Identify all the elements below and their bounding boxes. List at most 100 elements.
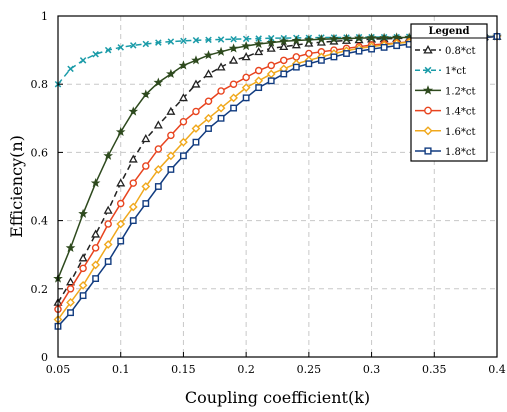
data-point (140, 89, 151, 99)
legend-swatch-marker (424, 66, 432, 74)
data-point (329, 33, 339, 43)
legend-item: 0.8*ct (415, 45, 476, 57)
marker-stroke (230, 35, 237, 43)
x-axis-title: Coupling coefficient(k) (185, 388, 370, 407)
marker-stroke (104, 46, 112, 54)
data-point (242, 73, 250, 82)
marker-stroke (142, 40, 150, 48)
series-line (57, 35, 498, 303)
y-axis-title: Efficiency(n) (7, 135, 26, 238)
data-point (267, 61, 275, 70)
data-point (241, 52, 251, 61)
data-point (79, 264, 87, 273)
marker-stroke (242, 35, 250, 43)
y-tick-label: 1 (41, 10, 48, 23)
plot-frame (57, 15, 498, 358)
legend-label: 1*ct (445, 66, 466, 77)
legend-label: 1.8*ct (445, 147, 476, 158)
data-point (330, 53, 338, 61)
data-point (117, 44, 124, 51)
data-point (153, 120, 163, 129)
y-tick-label: 0.8 (31, 78, 49, 91)
data-point (368, 45, 375, 53)
data-point (292, 53, 301, 61)
x-tick-label: 0.15 (171, 363, 196, 376)
data-point (128, 202, 138, 212)
data-point (217, 36, 225, 43)
data-point (203, 50, 214, 60)
legend-item: 1.8*ct (415, 147, 476, 158)
legend-swatch-marker (424, 106, 432, 115)
data-point (79, 292, 87, 300)
data-point (67, 309, 74, 317)
data-point (180, 152, 187, 160)
data-point (179, 137, 188, 147)
data-point (216, 103, 226, 113)
data-point (280, 56, 288, 65)
data-point (191, 124, 201, 133)
legend-label: 1.6*ct (445, 127, 476, 138)
legend-box (410, 23, 488, 162)
y-tick-label: 0 (41, 351, 48, 364)
data-point (153, 165, 163, 174)
data-point (180, 37, 187, 45)
data-point (78, 281, 88, 290)
data-point (78, 208, 88, 218)
data-point (343, 50, 350, 57)
legend-item: 1.6*ct (415, 126, 476, 138)
data-point (92, 275, 100, 282)
data-point (204, 69, 214, 78)
data-point (65, 242, 76, 252)
data-point (292, 63, 300, 71)
legend-swatch-marker (423, 45, 433, 54)
data-point (116, 199, 125, 208)
data-point (92, 50, 99, 58)
data-point (229, 93, 238, 103)
data-point (216, 62, 226, 71)
data-point (90, 178, 101, 188)
data-point (291, 35, 302, 45)
data-point (167, 166, 175, 173)
legend-swatch-marker (422, 85, 434, 95)
data-point (104, 46, 112, 54)
data-point (305, 49, 313, 58)
data-point (116, 219, 126, 229)
data-point (154, 145, 163, 153)
legend-title: Legend (428, 26, 469, 37)
marker-stroke (180, 37, 187, 45)
data-point (166, 106, 176, 115)
y-tick-label: 0.2 (31, 283, 49, 296)
data-point (167, 38, 175, 45)
data-point (204, 113, 213, 123)
data-point (129, 217, 137, 225)
data-point (192, 138, 200, 146)
data-point (316, 34, 327, 44)
data-point (255, 35, 262, 42)
data-point (205, 125, 212, 132)
data-point (255, 84, 263, 92)
y-tick-label: 0.4 (31, 215, 49, 228)
data-point (178, 60, 189, 70)
x-tick-label: 0.2 (237, 363, 255, 376)
data-point (291, 40, 301, 49)
data-point (91, 229, 101, 238)
data-point (130, 42, 137, 49)
data-point (91, 260, 101, 270)
data-point (116, 178, 126, 187)
data-point (393, 42, 401, 50)
data-point (341, 33, 352, 43)
data-point (253, 38, 264, 49)
data-point (242, 35, 250, 43)
marker-stroke (192, 36, 200, 44)
marker-stroke (92, 50, 99, 58)
data-point (104, 258, 112, 265)
data-point (166, 151, 176, 161)
data-point (103, 205, 113, 214)
marker-stroke (155, 39, 162, 46)
data-point (142, 40, 150, 48)
data-point (317, 56, 325, 64)
data-point (91, 244, 100, 252)
data-point (228, 43, 239, 53)
data-point (115, 126, 126, 137)
